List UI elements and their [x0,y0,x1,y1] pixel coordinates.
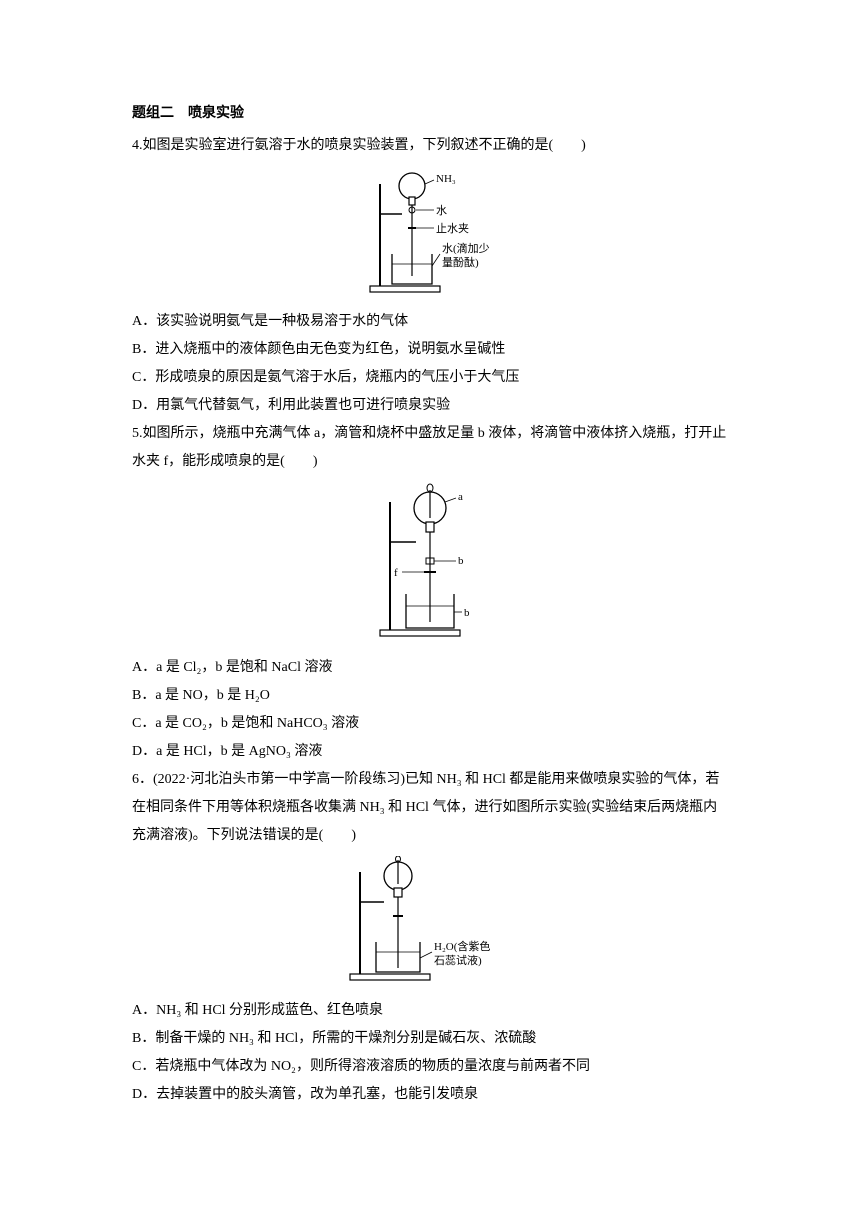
q6-label-line2: 石蕊试液) [434,953,482,967]
q5-label-b2: b [464,607,470,619]
q4-label-clip: 止水夹 [436,222,469,235]
q4-optB: B．进入烧瓶中的液体颜色由无色变为红色，说明氨水呈碱性 [132,336,728,364]
q6-optB: B．制备干燥的 NH₃ 和 HCl，所需的干燥剂分别是碱石灰、浓硫酸 [132,1025,728,1053]
q5-optA: A．a 是 Cl₂，b 是饱和 NaCl 溶液 [132,654,728,682]
q5-stem: 5.如图所示，烧瓶中充满气体 a，滴管和烧杯中盛放足量 b 液体，将滴管中液体挤… [132,420,728,476]
q4-optA: A．该实验说明氨气是一种极易溶于水的气体 [132,308,728,336]
q5-optD: D．a 是 HCl，b 是 AgNO₃ 溶液 [132,738,728,766]
q6-optD: D．去掉装置中的胶头滴管，改为单孔塞，也能引发喷泉 [132,1081,728,1109]
q4-label-beaker2: 量酚酞) [442,255,479,269]
q4-label-water: 水 [436,204,447,217]
q6-optA: A．NH₃ 和 HCl 分别形成蓝色、红色喷泉 [132,997,728,1025]
q6-stem: 6．(2022·河北泊头市第一中学高一阶段练习)已知 NH₃ 和 HCl 都是能… [132,766,728,850]
q4-figure: NH₃ 水 止水夹 水(滴加少 量酚酞) [132,166,728,302]
q4-label-beaker1: 水(滴加少 [442,241,490,255]
q6-label-line1: H₂O(含紫色 [434,939,490,953]
q5-label-b1: b [458,555,464,567]
section-title: 题组二 喷泉实验 [132,100,728,128]
q4-optC: C．形成喷泉的原因是氨气溶于水后，烧瓶内的气压小于大气压 [132,364,728,392]
q4-optD: D．用氯气代替氨气，利用此装置也可进行喷泉实验 [132,392,728,420]
q5-optC: C．a 是 CO₂，b 是饱和 NaHCO₃ 溶液 [132,710,728,738]
q4-label-nh3: NH₃ [436,173,456,185]
q5-figure: a b f b [132,482,728,648]
q4-stem: 4.如图是实验室进行氨溶于水的喷泉实验装置，下列叙述不正确的是( ) [132,132,728,160]
q5-optB: B．a 是 NO，b 是 H₂O [132,682,728,710]
q6-figure: H₂O(含紫色 石蕊试液) [132,856,728,992]
q5-label-a: a [458,491,463,503]
q5-label-f: f [394,567,398,579]
q6-optC: C．若烧瓶中气体改为 NO₂，则所得溶液溶质的物质的量浓度与前两者不同 [132,1053,728,1081]
